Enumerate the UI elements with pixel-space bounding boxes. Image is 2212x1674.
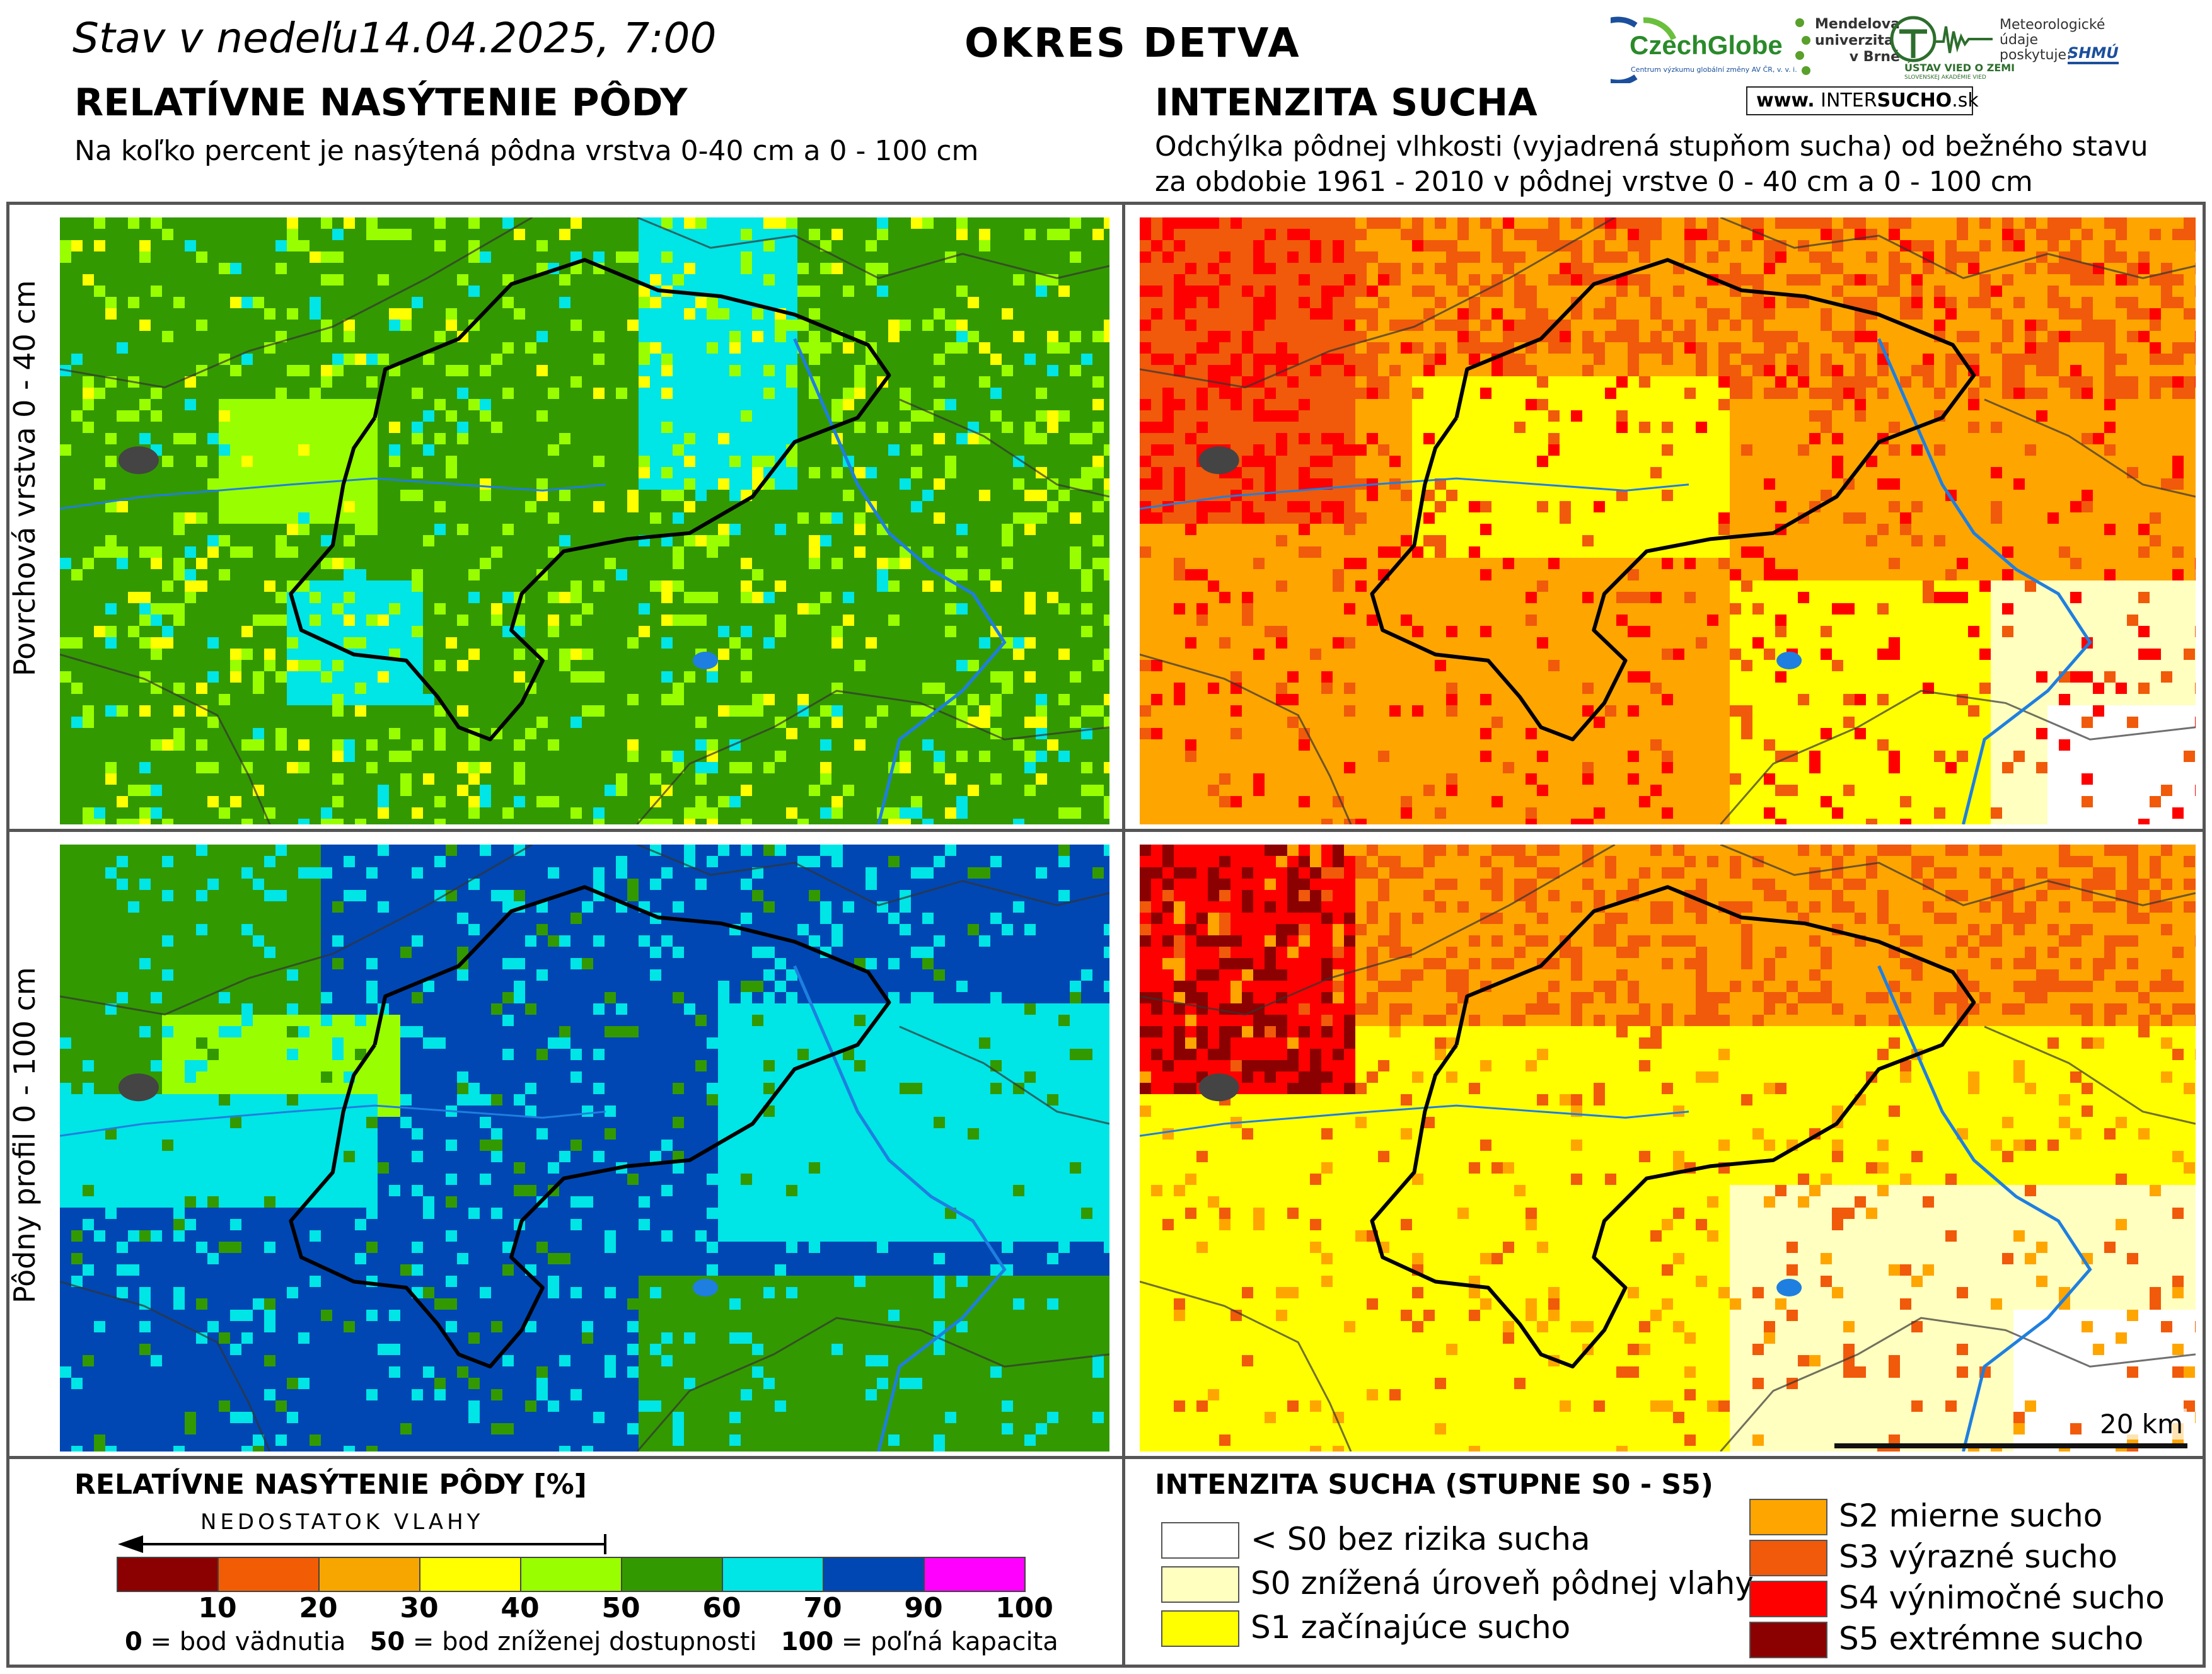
- czechglobe-wordmark: CzechGlobe: [1630, 30, 1783, 61]
- intersucho-logo[interactable]: www. INTERSUCHO.sk: [1746, 86, 1979, 115]
- mendel-line-3: v Brně: [1815, 49, 1900, 66]
- scale-bar-label: 20 km: [2096, 1409, 2187, 1440]
- legend-label: < S0 bez rizika sucha: [1251, 1521, 1590, 1557]
- moisture-deficit-label: NEDOSTATOK VLAHY: [200, 1509, 484, 1535]
- drought-subtitle-2: za obdobie 1961 - 2010 v pôdnej vrstve 0…: [1155, 165, 2033, 200]
- saturation-map-topsoil[interactable]: [60, 217, 1109, 824]
- footnote-50-num: 50: [370, 1627, 405, 1656]
- legend-swatch: [1161, 1566, 1239, 1603]
- legend-label: S1 začínajúce sucho: [1251, 1609, 1570, 1646]
- status-line: Stav v nedeľu14.04.2025, 7:00: [72, 14, 716, 62]
- legend-swatch: [1161, 1522, 1239, 1559]
- saturation-legend-title: RELATÍVNE NASÝTENIE PÔDY [%]: [74, 1469, 587, 1501]
- status-datetime: 14.04.2025, 7:00: [358, 14, 716, 62]
- footnote-100-text: = poľná kapacita: [833, 1627, 1058, 1656]
- ustav-name: ÚSTAV VIED O ZEMI: [1904, 62, 2015, 74]
- drought-subtitle-1: Odchýlka pôdnej vlhkosti (vyjadrená stup…: [1155, 129, 2148, 165]
- czechglobe-globe-icon: [1611, 16, 1677, 83]
- colorbar-tick-label: 10: [198, 1592, 236, 1624]
- intersucho-sk: .sk: [1952, 89, 1979, 112]
- mendel-dots-icon: [1795, 18, 1810, 75]
- colorbar-cell: [823, 1557, 925, 1592]
- mendel-university-logo[interactable]: Mendelova univerzita v Brně: [1793, 14, 1900, 83]
- legend-swatch: [1749, 1622, 1827, 1658]
- colorbar-cell: [924, 1557, 1026, 1592]
- colorbar-tick-label: 50: [601, 1592, 640, 1624]
- colorbar-tick-label: 40: [501, 1592, 539, 1624]
- drought-legend-title: INTENZITA SUCHA (STUPNE S0 - S5): [1155, 1469, 1713, 1501]
- shmu-logo[interactable]: SHMÚ: [2068, 44, 2119, 64]
- saturation-colorbar: [117, 1557, 1026, 1592]
- intersucho-www: www.: [1756, 89, 1815, 112]
- saturation-colorbar-ticks: 10 20 30 40 50 60 70 90 100: [117, 1592, 1053, 1624]
- legend-label: S4 výnimočné sucho: [1839, 1579, 2165, 1616]
- colorbar-cell: [722, 1557, 824, 1592]
- seismograph-icon: [1890, 16, 1993, 62]
- saturation-title: RELATÍVNE NASÝTENIE PÔDY: [74, 81, 687, 125]
- mendel-line-2: univerzita: [1815, 33, 1900, 49]
- saturation-map-profile[interactable]: [60, 845, 1109, 1452]
- ustav-vied-o-zemi-logo[interactable]: ÚSTAV VIED O ZEMI SLOVENSKEJ AKADÉMIE VI…: [1888, 14, 2015, 83]
- row-label-topsoil: Povrchová vrstva 0 - 40 cm: [8, 280, 43, 676]
- drought-legend-left: < S0 bez rizika sucha S0 znížená úroveň p…: [1161, 1521, 1754, 1667]
- status-prefix: Stav v nedeľu: [72, 14, 358, 62]
- colorbar-cell: [520, 1557, 622, 1592]
- drought-legend-right: S2 mierne sucho S3 výrazné sucho S4 výnimo…: [1749, 1498, 2191, 1669]
- legend-swatch: [1749, 1499, 1827, 1535]
- legend-swatch: [1749, 1540, 1827, 1576]
- drought-title: INTENZITA SUCHA: [1155, 81, 1537, 125]
- footnote-100-num: 100: [781, 1627, 834, 1656]
- ustav-sub: SLOVENSKEJ AKADÉMIE VIED: [1904, 74, 1986, 81]
- mendel-name: Mendelova univerzita v Brně: [1815, 16, 1900, 66]
- colorbar-tick-label: 60: [702, 1592, 741, 1624]
- legend-label: S2 mierne sucho: [1839, 1498, 2102, 1534]
- colorbar-tick-label: 90: [904, 1592, 942, 1624]
- colorbar-cell: [621, 1557, 723, 1592]
- colorbar-tick-label: 20: [299, 1592, 337, 1624]
- czechglobe-logo[interactable]: CzechGlobe Centrum výzkumu globální změn…: [1611, 14, 1797, 83]
- moisture-deficit-arrow-icon: [118, 1534, 606, 1554]
- colorbar-cell: [318, 1557, 420, 1592]
- meteo-line-3: poskytuje:: [2000, 48, 2126, 63]
- colorbar-cell: [117, 1557, 219, 1592]
- drought-map-profile[interactable]: [1140, 845, 2196, 1452]
- district-title: OKRES DETVA: [964, 20, 1301, 67]
- saturation-footnote: 0 = bod vädnutia 50 = bod zníženej dostu…: [125, 1627, 1058, 1656]
- footnote-50-text: = bod zníženej dostupnosti: [405, 1627, 757, 1656]
- scale-bar: [1834, 1443, 2187, 1448]
- row-label-profile: Pôdny profil 0 - 100 cm: [8, 967, 43, 1303]
- footnote-0-text: = bod vädnutia: [142, 1627, 346, 1656]
- colorbar-tick-label: 30: [400, 1592, 438, 1624]
- legend-label: S3 výrazné sucho: [1839, 1538, 2117, 1575]
- czechglobe-tagline: Centrum výzkumu globální změny AV ČR, v.…: [1631, 66, 1797, 74]
- colorbar-cell: [217, 1557, 320, 1592]
- meteo-provider: Meteorologické údaje poskytuje:: [2000, 18, 2126, 81]
- colorbar-tick-label: 100: [995, 1592, 1053, 1624]
- saturation-subtitle: Na koľko percent je nasýtená pôdna vrstv…: [74, 134, 978, 169]
- colorbar-tick-label: 70: [803, 1592, 842, 1624]
- intersucho-sucho: SUCHO: [1877, 89, 1952, 112]
- legend-swatch: [1161, 1610, 1239, 1647]
- footnote-0-num: 0: [125, 1627, 142, 1656]
- colorbar-cell: [419, 1557, 521, 1592]
- legend-label: S0 znížená úroveň pôdnej vlahy: [1251, 1565, 1754, 1602]
- intersucho-inter: INTER: [1821, 89, 1877, 112]
- legend-swatch: [1749, 1581, 1827, 1617]
- drought-map-topsoil[interactable]: [1140, 217, 2196, 824]
- panel-drought-legend: [1122, 1456, 2206, 1668]
- legend-label: S5 extrémne sucho: [1839, 1620, 2143, 1657]
- mendel-line-1: Mendelova: [1815, 16, 1900, 33]
- meteo-line-2: údaje: [2000, 33, 2126, 48]
- meteo-line-1: Meteorologické: [2000, 18, 2126, 33]
